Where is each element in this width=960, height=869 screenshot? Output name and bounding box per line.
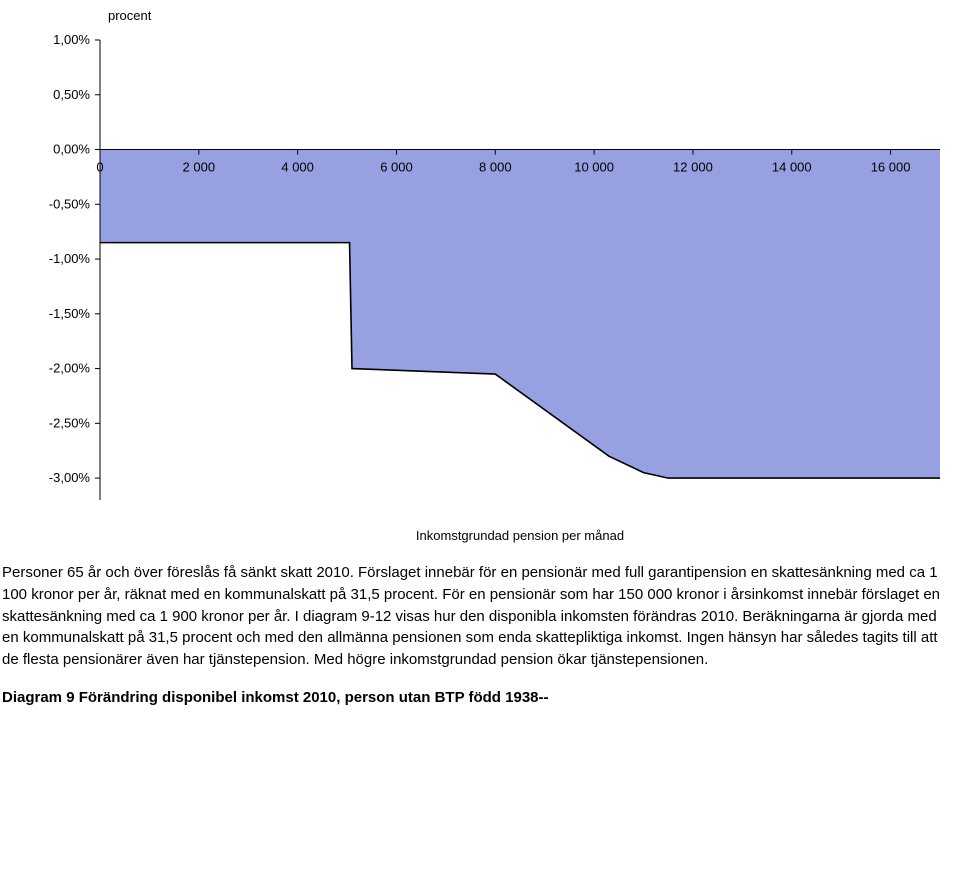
body-paragraph: Personer 65 år och över föreslås få sänk… xyxy=(2,562,950,671)
svg-text:-0,50%: -0,50% xyxy=(49,196,91,211)
svg-text:-2,00%: -2,00% xyxy=(49,361,91,376)
chart-container: 1,00% 0,50% 0,00% -0,50% -1,00% -1,50% -2,00% -… xyxy=(0,0,960,560)
svg-text:-3,00%: -3,00% xyxy=(49,470,91,485)
svg-text:Inkomstgrundad pension per mån: Inkomstgrundad pension per månad xyxy=(416,528,624,543)
svg-text:12 000: 12 000 xyxy=(673,160,713,175)
svg-text:0,00%: 0,00% xyxy=(53,142,90,157)
svg-text:14 000: 14 000 xyxy=(772,160,812,175)
svg-text:0,50%: 0,50% xyxy=(53,87,90,102)
svg-text:-2,50%: -2,50% xyxy=(49,415,91,430)
svg-text:procent: procent xyxy=(108,8,152,23)
svg-text:8 000: 8 000 xyxy=(479,160,512,175)
diagram-caption: Diagram 9 Förändring disponibel inkomst … xyxy=(2,689,960,706)
svg-text:2 000: 2 000 xyxy=(183,160,216,175)
chart-svg: 1,00% 0,50% 0,00% -0,50% -1,00% -1,50% -2,00% -… xyxy=(0,0,960,560)
svg-text:4 000: 4 000 xyxy=(281,160,314,175)
svg-text:10 000: 10 000 xyxy=(574,160,614,175)
svg-text:16 000: 16 000 xyxy=(871,160,911,175)
svg-text:-1,50%: -1,50% xyxy=(49,306,91,321)
svg-text:1,00%: 1,00% xyxy=(53,32,90,47)
body-text: Personer 65 år och över föreslås få sänk… xyxy=(0,560,960,671)
svg-text:0: 0 xyxy=(96,160,103,175)
svg-text:-1,00%: -1,00% xyxy=(49,251,91,266)
svg-text:6 000: 6 000 xyxy=(380,160,413,175)
